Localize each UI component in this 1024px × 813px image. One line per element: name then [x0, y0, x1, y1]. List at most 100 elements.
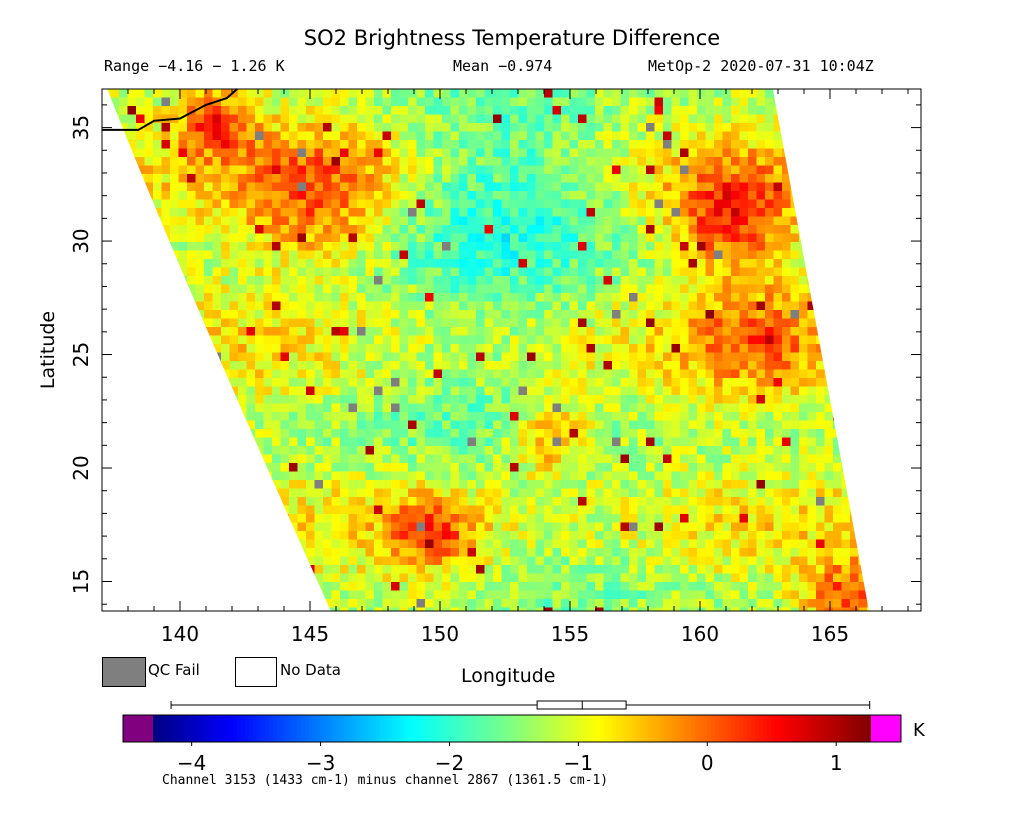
heatmap-cell	[620, 148, 630, 158]
heatmap-cell	[289, 225, 298, 234]
heatmap-cell	[595, 310, 604, 319]
heatmap-cell	[663, 97, 672, 107]
heatmap-cell	[544, 174, 553, 183]
heatmap-cell	[552, 174, 562, 183]
heatmap-cell	[867, 395, 869, 404]
heatmap-cell	[773, 403, 783, 413]
heatmap-cell	[238, 293, 247, 302]
heatmap-cell	[238, 497, 247, 506]
heatmap-cell	[476, 352, 485, 362]
heatmap-cell	[833, 420, 842, 430]
heatmap-cell	[161, 301, 171, 311]
heatmap-cell	[637, 157, 647, 166]
heatmap-cell	[170, 123, 179, 132]
heatmap-cell	[527, 216, 536, 226]
heatmap-cell	[229, 157, 239, 166]
heatmap-cell	[212, 437, 222, 447]
heatmap-cell	[807, 191, 817, 200]
heatmap-cell	[893, 251, 902, 260]
heatmap-cell	[841, 293, 851, 302]
heatmap-cell	[493, 318, 502, 328]
heatmap-cell	[620, 514, 630, 523]
heatmap-cell	[229, 463, 239, 472]
heatmap-cell	[144, 233, 154, 243]
heatmap-cell	[612, 327, 621, 336]
heatmap-cell	[884, 98, 893, 107]
heatmap-cell	[153, 429, 162, 438]
heatmap-cell	[263, 369, 273, 379]
heatmap-cell	[663, 276, 672, 285]
heatmap-cell	[620, 174, 630, 183]
heatmap-cell	[731, 335, 740, 345]
heatmap-cell	[382, 352, 392, 362]
heatmap-cell	[731, 140, 740, 149]
heatmap-cell	[119, 352, 128, 362]
heatmap-cell	[731, 165, 740, 175]
heatmap-cell	[773, 259, 783, 268]
heatmap-cell	[331, 480, 341, 489]
heatmap-cell	[527, 463, 536, 472]
heatmap-cell	[399, 250, 409, 260]
heatmap-cell	[289, 437, 298, 447]
heatmap-cell	[493, 505, 502, 515]
heatmap-cell	[289, 429, 298, 438]
heatmap-cell	[493, 301, 502, 311]
heatmap-cell	[680, 437, 689, 447]
heatmap-cell	[425, 505, 434, 515]
heatmap-cell	[493, 395, 502, 404]
heatmap-cell	[110, 386, 120, 396]
heatmap-cell	[391, 182, 400, 192]
heatmap-cell	[331, 301, 341, 311]
heatmap-cell	[637, 267, 647, 277]
heatmap-cell	[671, 89, 681, 98]
heatmap-cell	[893, 412, 902, 421]
heatmap-cell	[552, 454, 562, 464]
heatmap-cell	[569, 446, 579, 455]
heatmap-cell	[382, 208, 392, 217]
heatmap-cell	[739, 242, 749, 251]
heatmap-cell	[433, 301, 443, 311]
heatmap-cell	[858, 267, 868, 277]
heatmap-cell	[629, 259, 638, 268]
heatmap-cell	[391, 267, 400, 277]
heatmap-cell	[408, 497, 417, 506]
heatmap-cell	[263, 522, 273, 532]
heatmap-cell	[365, 123, 375, 132]
heatmap-cell	[144, 225, 154, 234]
heatmap-cell	[161, 310, 171, 319]
heatmap-cell	[459, 123, 468, 132]
heatmap-cell	[119, 505, 128, 515]
heatmap-cell	[765, 123, 774, 132]
heatmap-cell	[204, 301, 213, 311]
heatmap-cell	[289, 199, 298, 209]
heatmap-cell	[263, 106, 273, 115]
heatmap-cell	[433, 148, 443, 158]
heatmap-cell	[756, 378, 766, 387]
heatmap-cell	[756, 454, 766, 464]
heatmap-cell	[824, 429, 834, 438]
heatmap-cell	[654, 420, 664, 430]
heatmap-cell	[408, 140, 417, 149]
heatmap-cell	[535, 106, 545, 115]
heatmap-cell	[518, 403, 528, 413]
heatmap-cell	[612, 505, 621, 515]
heatmap-cell	[824, 420, 834, 430]
heatmap-cell	[297, 352, 307, 362]
heatmap-cell	[153, 514, 162, 523]
heatmap-cell	[833, 199, 842, 209]
heatmap-cell	[348, 250, 358, 260]
heatmap-cell	[595, 284, 604, 294]
heatmap-cell	[901, 378, 910, 387]
heatmap-cell	[323, 403, 332, 413]
heatmap-cell	[705, 208, 715, 217]
heatmap-cell	[884, 183, 893, 192]
heatmap-cell	[306, 412, 315, 421]
heatmap-cell	[663, 199, 672, 209]
heatmap-cell	[476, 165, 485, 175]
heatmap-cell	[170, 97, 179, 107]
heatmap-cell	[399, 106, 409, 115]
heatmap-cell	[212, 208, 222, 217]
heatmap-cell	[637, 259, 647, 268]
heatmap-cell	[646, 250, 655, 260]
heatmap-cell	[161, 318, 171, 328]
